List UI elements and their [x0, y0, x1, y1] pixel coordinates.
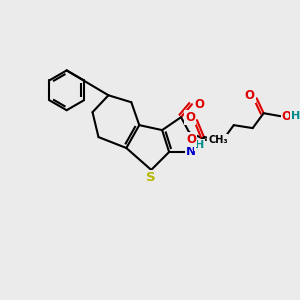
Text: S: S	[146, 171, 156, 184]
Text: O: O	[281, 110, 292, 123]
Text: O: O	[186, 133, 196, 146]
Text: N: N	[186, 146, 196, 158]
Text: H: H	[195, 140, 205, 150]
Text: O: O	[245, 89, 255, 102]
Text: O: O	[194, 98, 204, 111]
Text: O: O	[185, 111, 195, 124]
Text: H: H	[291, 111, 300, 121]
Text: CH₃: CH₃	[208, 135, 228, 145]
